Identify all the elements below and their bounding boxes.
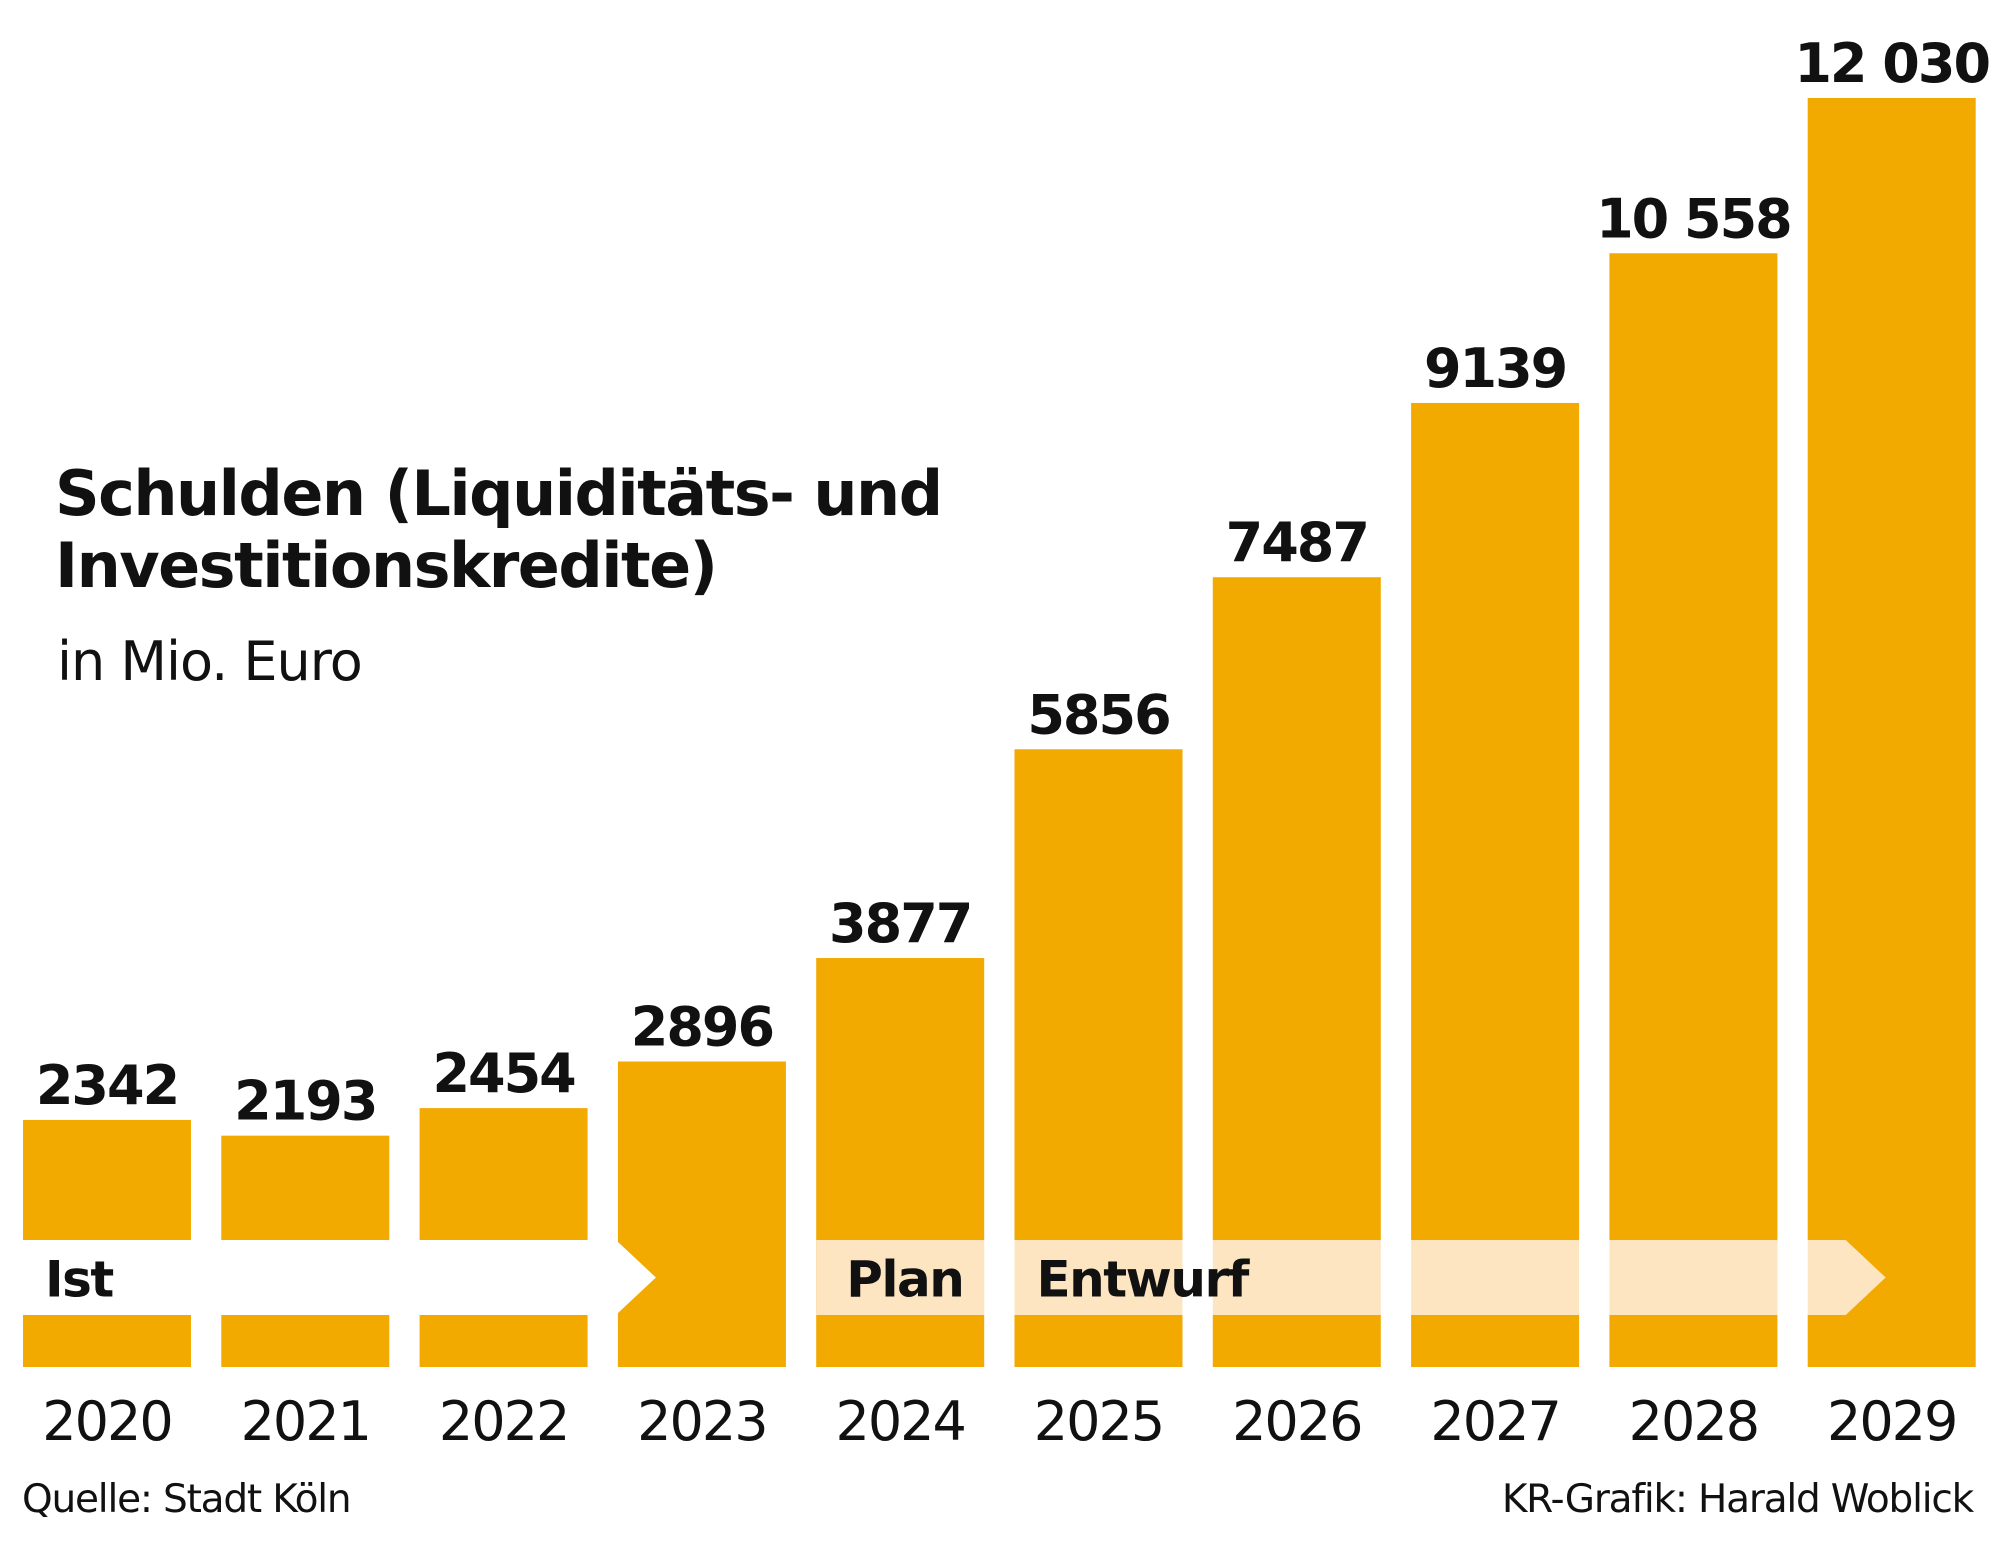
value-label-2026: 7487 (1226, 511, 1368, 574)
bar-2022 (419, 1108, 588, 1367)
bar-2023 (617, 1061, 786, 1367)
phase-label-ist: Ist (45, 1251, 113, 1309)
chart-subtitle: in Mio. Euro (57, 630, 363, 693)
bar-gap (1182, 1240, 1213, 1315)
phase-label-entwurf: Entwurf (1037, 1251, 1251, 1309)
source-note: Quelle: Stadt Köln (22, 1477, 352, 1522)
x-tick-2021: 2021 (241, 1390, 370, 1453)
x-axis-tick-labels: 2020 2021 2022 2023 2024 2025 2026 2027 2028 2029 (42, 1390, 1958, 1453)
bar-gap (1777, 1240, 1808, 1315)
bar-gap (1380, 1240, 1412, 1315)
bar-2028 (1609, 253, 1778, 1367)
value-label-2024: 3877 (829, 892, 971, 955)
value-label-2029: 12 030 (1794, 32, 1989, 95)
bar-2027 (1411, 402, 1580, 1368)
value-label-2023: 2896 (631, 996, 773, 1059)
x-tick-2026: 2026 (1232, 1390, 1361, 1453)
value-label-2022: 2454 (432, 1042, 575, 1105)
x-tick-2025: 2025 (1034, 1390, 1163, 1453)
bar-2026 (1212, 577, 1381, 1367)
x-tick-2028: 2028 (1629, 1390, 1758, 1453)
phase-bands: Ist Plan Entwurf (23, 1240, 1886, 1315)
chart-title: Schulden (Liquiditäts- und Investitionsk… (55, 457, 943, 602)
phase-band-plan (816, 1240, 985, 1315)
x-tick-2027: 2027 (1430, 1390, 1559, 1453)
bars-group (23, 98, 1976, 1368)
value-label-2028: 10 558 (1596, 187, 1791, 250)
value-label-2027: 9139 (1424, 337, 1566, 400)
phase-band-ist (23, 1240, 656, 1315)
x-tick-2023: 2023 (637, 1390, 766, 1453)
bar-2029 (1807, 98, 1976, 1367)
x-tick-2020: 2020 (42, 1390, 171, 1453)
bar-gap (984, 1240, 1015, 1315)
x-tick-2029: 2029 (1827, 1390, 1956, 1453)
x-tick-2022: 2022 (439, 1390, 568, 1453)
value-label-2020: 2342 (36, 1054, 178, 1117)
value-label-2025: 5856 (1027, 683, 1169, 746)
phase-label-plan: Plan (846, 1251, 963, 1309)
chart-title-line-2: Investitionskredite) (55, 529, 718, 602)
graphic-credit: KR-Grafik: Harald Woblick (1501, 1477, 1974, 1522)
value-labels: 2342 2193 2454 2896 3877 5856 7487 9139 10 558 12… (36, 32, 1991, 1133)
bar-gap (1579, 1240, 1610, 1315)
chart-title-line-1: Schulden (Liquiditäts- und (55, 457, 943, 530)
x-tick-2024: 2024 (835, 1390, 964, 1453)
value-label-2021: 2193 (234, 1070, 376, 1133)
phase-band-entwurf (1014, 1240, 1886, 1315)
